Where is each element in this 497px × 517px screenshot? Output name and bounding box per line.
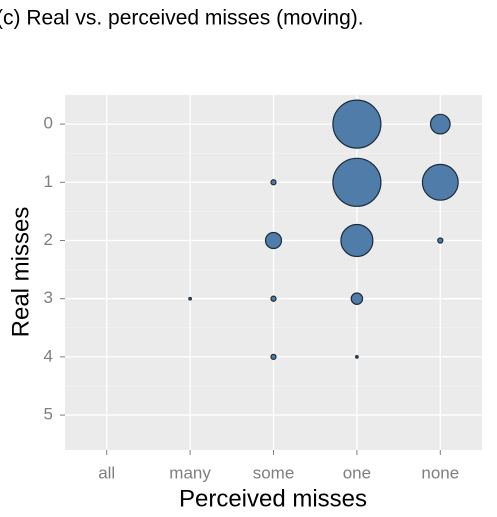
y-tick-label: 3 [44, 288, 53, 307]
bubble [332, 157, 382, 207]
bubble [350, 292, 364, 305]
y-tick-label: 4 [44, 346, 53, 365]
chart-title: (c) Real vs. perceived misses (moving). [0, 7, 364, 30]
x-tick-label: one [343, 463, 371, 482]
y-tick-label: 5 [44, 405, 53, 424]
bubble [340, 223, 374, 258]
y-axis-title: Real misses [7, 207, 34, 338]
y-tick-label: 2 [44, 230, 53, 249]
x-tick-label: none [421, 463, 459, 482]
bubble [270, 353, 277, 361]
bubble [355, 355, 359, 359]
y-tick-label: 0 [44, 114, 53, 133]
bubble [437, 237, 444, 244]
bubble [264, 231, 283, 250]
bubble [270, 295, 277, 302]
x-tick-label: some [253, 463, 295, 482]
bubble [332, 99, 382, 149]
x-axis-title: Perceived misses [179, 485, 367, 512]
x-tick-label: all [98, 463, 115, 482]
bubble [421, 163, 459, 201]
bubble [188, 296, 192, 301]
y-tick-label: 1 [44, 172, 53, 191]
bubble [429, 113, 451, 135]
x-tick-label: many [169, 463, 211, 482]
bubble [270, 179, 277, 186]
